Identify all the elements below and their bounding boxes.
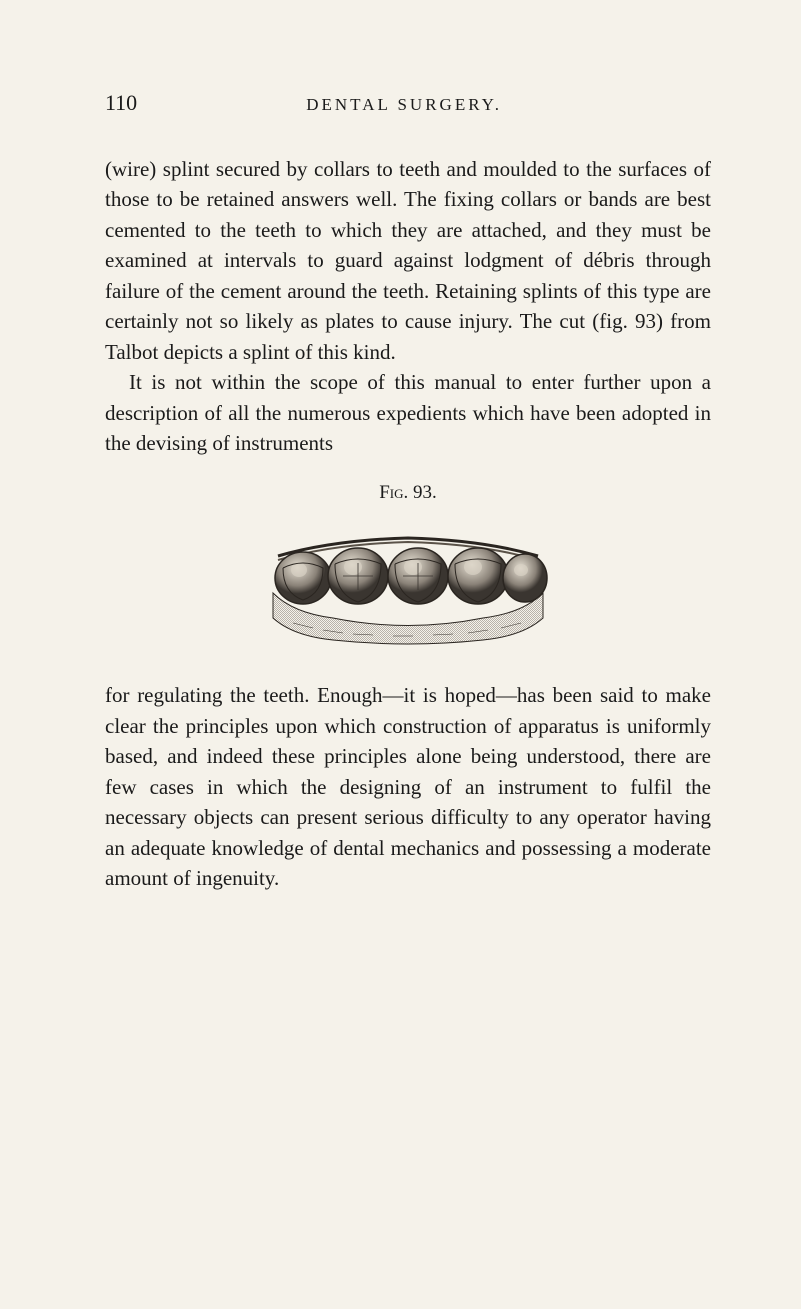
page-header: 110 DENTAL SURGERY. xyxy=(105,90,711,116)
figure-container xyxy=(105,518,711,648)
dental-splint-illustration xyxy=(253,518,563,648)
body-text: (wire) splint secured by collars to teet… xyxy=(105,154,711,458)
paragraph-2: It is not within the scope of this manua… xyxy=(105,367,711,458)
paragraph-1: (wire) splint secured by collars to teet… xyxy=(105,154,711,367)
paragraph-3: for regulating the teeth. Enough—it is h… xyxy=(105,680,711,893)
book-title: DENTAL SURGERY. xyxy=(97,95,711,115)
figure-label: Fig. 93. xyxy=(105,482,711,504)
body-text-continued: for regulating the teeth. Enough—it is h… xyxy=(105,680,711,893)
